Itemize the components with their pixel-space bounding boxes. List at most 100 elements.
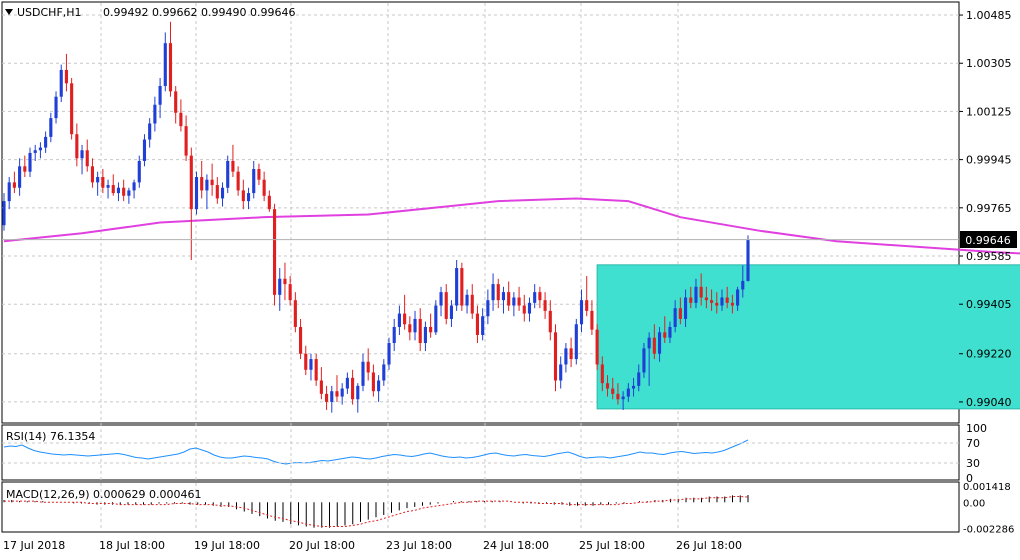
candle-body <box>2 201 6 226</box>
candle-body <box>579 300 584 325</box>
candle-body <box>689 297 693 303</box>
candle-body <box>205 179 209 191</box>
candle-body <box>590 310 594 330</box>
candle-body <box>127 190 131 196</box>
candle-body <box>668 326 672 338</box>
candle-body <box>611 388 615 394</box>
candle-body <box>80 150 84 159</box>
candle-body <box>142 139 147 161</box>
candle-body <box>605 383 610 389</box>
candle-body <box>298 326 303 354</box>
candle-body <box>194 177 199 210</box>
time-tick-label: 20 Jul 18:00 <box>289 539 355 552</box>
candle-body <box>642 348 646 373</box>
candle-body <box>710 300 714 303</box>
candle-body <box>548 310 552 333</box>
candle-body <box>704 297 708 301</box>
time-tick-label: 19 Jul 18:00 <box>194 539 260 552</box>
candle-body <box>137 160 141 183</box>
candle-body <box>356 385 360 400</box>
candle-body <box>371 372 375 392</box>
candle-body <box>741 280 745 290</box>
candle-body <box>491 284 495 301</box>
candle-body <box>319 380 323 394</box>
candle-body <box>553 332 558 381</box>
candle-body <box>153 104 157 124</box>
candle-body <box>444 292 448 319</box>
time-tick-label: 24 Jul 18:00 <box>483 539 549 552</box>
candle-body <box>96 177 100 183</box>
candle-body <box>168 43 173 92</box>
price-tick-label: 0.99220 <box>966 348 1012 361</box>
candle-body <box>527 302 532 314</box>
candle-body <box>283 278 287 285</box>
price-tick-label: 0.99765 <box>966 202 1012 215</box>
price-tick-label: 0.99585 <box>966 250 1012 263</box>
candle-body <box>215 185 219 199</box>
rsi-line <box>3 439 749 465</box>
time-tick-label: 17 Jul 2018 <box>3 539 65 552</box>
collapse-triangle-icon[interactable] <box>5 9 13 15</box>
candle-body <box>631 385 636 389</box>
candle-body <box>340 388 344 397</box>
candle-body <box>439 292 443 306</box>
candle-body <box>54 96 58 119</box>
candle-body <box>158 85 162 105</box>
candle-body <box>179 112 183 127</box>
candle-body <box>200 177 204 191</box>
candle-body <box>392 326 396 344</box>
candle-body <box>361 361 365 386</box>
candle-body <box>626 388 630 397</box>
candle-body <box>694 286 698 303</box>
candle-body <box>278 278 282 295</box>
candle-body <box>403 313 407 325</box>
candle-body <box>314 359 318 381</box>
candle-body <box>647 337 651 349</box>
symbol-label: USDCHF,H1 <box>17 6 82 19</box>
candle-body <box>18 166 22 188</box>
candle-body <box>288 284 292 301</box>
candle-body <box>382 364 386 381</box>
candle-body <box>184 126 188 156</box>
candle-body <box>585 300 589 311</box>
candle-body <box>210 179 214 186</box>
macd-axis: 0.001418 0.00 -0.002286 <box>963 482 1014 536</box>
candle-body <box>231 160 235 172</box>
candle-body <box>28 152 32 172</box>
candle-body <box>600 364 604 384</box>
candle-body <box>38 147 42 151</box>
candle-body <box>262 179 266 196</box>
last-price-label: 0.99646 <box>965 234 1011 247</box>
candle-body <box>163 43 167 86</box>
rsi-tick-label: 100 <box>966 422 987 435</box>
candle-body <box>465 294 469 306</box>
rsi-tick-label: 70 <box>966 437 980 450</box>
candle-body <box>345 377 349 389</box>
candle-body <box>116 187 121 194</box>
moving-average-line <box>3 197 1020 255</box>
candle-body <box>304 353 308 370</box>
candle-body <box>33 150 37 153</box>
rsi-tick-label: 30 <box>966 457 980 470</box>
candle-body <box>174 91 178 113</box>
rsi-tick-label: 0 <box>966 472 973 485</box>
ohlc-values: 0.99492 0.99662 0.99490 0.99646 <box>103 6 295 19</box>
candle-body <box>621 396 625 400</box>
candle-body <box>595 329 599 365</box>
candle-body <box>486 300 490 317</box>
candle-body <box>720 297 724 306</box>
rsi-panel <box>1 424 960 481</box>
time-tick-label: 26 Jul 18:00 <box>676 539 742 552</box>
candle-body <box>293 300 297 327</box>
price-tick-label: 0.99405 <box>966 298 1012 311</box>
time-tick-label: 25 Jul 18:00 <box>579 539 645 552</box>
candle-body <box>522 305 526 314</box>
candle-body <box>148 123 152 140</box>
candles <box>2 21 750 413</box>
candle-body <box>111 185 115 194</box>
candle-body <box>715 302 719 306</box>
candle-body <box>413 318 417 333</box>
candle-body <box>475 313 480 335</box>
